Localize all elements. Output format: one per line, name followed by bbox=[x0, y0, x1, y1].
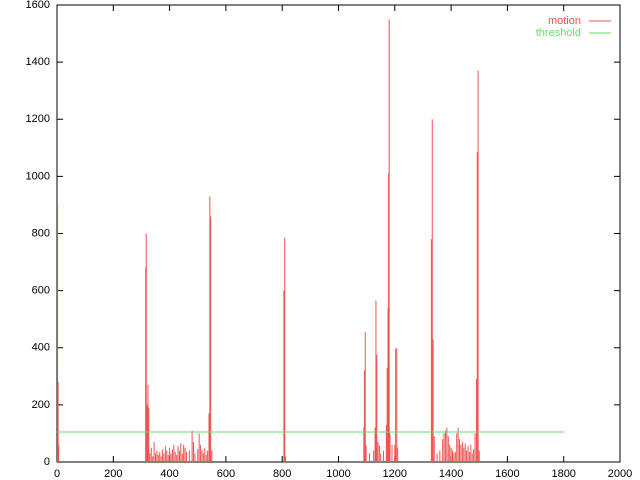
x-tick-label: 1200 bbox=[383, 468, 407, 480]
y-tick-label: 1600 bbox=[26, 0, 50, 11]
y-tick-label: 0 bbox=[44, 456, 50, 468]
x-tick-label: 1600 bbox=[495, 468, 519, 480]
x-tick-label: 800 bbox=[273, 468, 291, 480]
x-tick-label: 400 bbox=[160, 468, 178, 480]
x-tick-label: 1800 bbox=[551, 468, 575, 480]
y-tick-label: 1400 bbox=[26, 56, 50, 68]
y-tick-label: 1200 bbox=[26, 113, 50, 125]
y-tick-label: 800 bbox=[32, 227, 50, 239]
legend-label: threshold bbox=[536, 27, 581, 39]
y-tick-label: 400 bbox=[32, 342, 50, 354]
y-tick-label: 1000 bbox=[26, 170, 50, 182]
x-tick-label: 1000 bbox=[326, 468, 350, 480]
x-tick-label: 0 bbox=[54, 468, 60, 480]
x-tick-label: 1400 bbox=[439, 468, 463, 480]
plot-border bbox=[56, 4, 621, 463]
x-tick-label: 2000 bbox=[608, 468, 632, 480]
y-tick-label: 200 bbox=[32, 399, 50, 411]
y-tick-label: 600 bbox=[32, 285, 50, 297]
legend-label: motion bbox=[548, 15, 581, 27]
x-tick-label: 200 bbox=[104, 468, 122, 480]
x-tick-label: 600 bbox=[217, 468, 235, 480]
